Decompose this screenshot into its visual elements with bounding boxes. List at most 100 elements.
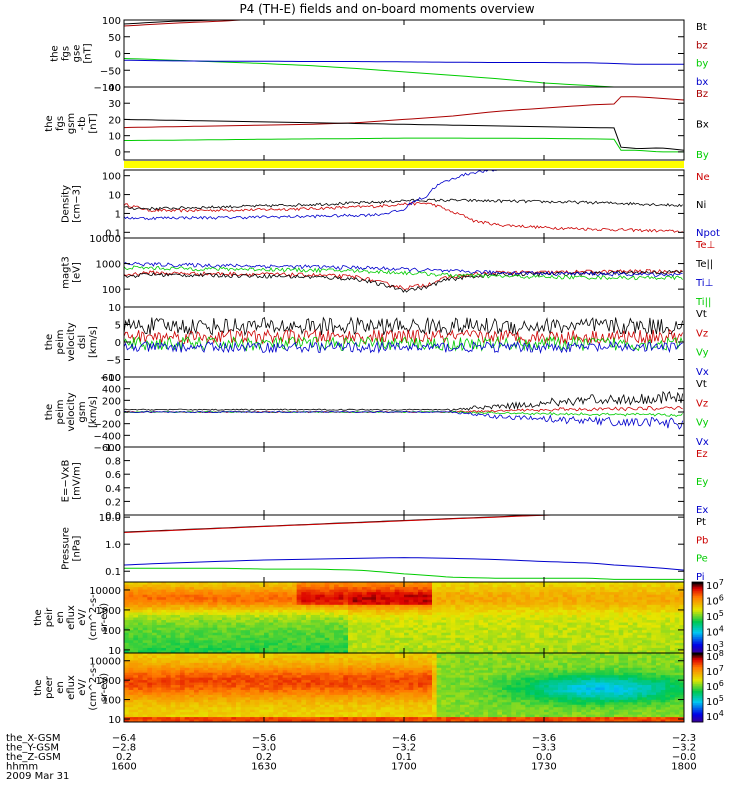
spectrogram-cell <box>488 604 494 608</box>
spectrogram-cell <box>217 635 223 639</box>
spectrogram-cell <box>124 597 130 601</box>
spectrogram-cell <box>175 609 181 613</box>
spectrogram-cell <box>600 635 606 639</box>
spectrogram-cell <box>497 640 503 644</box>
spectrogram-cell <box>282 632 288 636</box>
spectrogram-cell <box>133 680 139 683</box>
spectrogram-cell <box>390 597 396 601</box>
spectrogram-cell <box>418 622 424 626</box>
spectrogram-cell <box>483 604 489 608</box>
spectrogram-cell <box>516 584 522 588</box>
spectrogram-cell <box>320 602 326 606</box>
spectrogram-cell <box>394 632 400 636</box>
spectrogram-cell <box>292 627 298 631</box>
spectrogram-cell <box>268 609 274 613</box>
spectrogram-cell <box>161 614 167 618</box>
spectrogram-cell <box>506 592 512 596</box>
spectrogram-cell <box>166 680 172 683</box>
spectrogram-cell <box>469 620 475 623</box>
spectrogram-cell <box>483 589 489 593</box>
spectrogram-cell <box>366 599 372 603</box>
spectrogram-cell <box>240 712 246 715</box>
spectrogram-cell <box>572 650 578 654</box>
spectrogram-cell <box>632 594 638 598</box>
spectrogram-cell <box>623 584 629 588</box>
spectrogram-cell <box>296 689 302 693</box>
spectrogram-cell <box>142 692 148 696</box>
spectrogram-cell <box>478 587 484 591</box>
spectrogram-cell <box>399 587 405 591</box>
spectrogram-cell <box>138 682 144 686</box>
spectrogram-cell <box>184 650 190 654</box>
spectrogram-cell <box>623 599 629 603</box>
spectrogram-cell <box>394 642 400 646</box>
spectrogram-cell <box>152 584 158 588</box>
spectrogram-cell <box>133 625 139 629</box>
spectrogram-cell <box>497 642 503 646</box>
spectrogram-cell <box>413 640 419 644</box>
spectrogram-cell <box>576 650 582 654</box>
spectrogram-cell <box>399 640 405 644</box>
spectrogram-cell <box>264 594 270 598</box>
spectrogram-cell <box>534 620 540 623</box>
spectrogram-cell <box>124 687 130 691</box>
spectrogram-cell <box>446 602 452 606</box>
spectrogram-cell <box>184 692 190 696</box>
spectrogram-cell <box>156 627 162 631</box>
spectrogram-cell <box>203 702 209 706</box>
spectrogram-cell <box>413 582 419 585</box>
spectrogram-cell <box>198 692 204 696</box>
spectrogram-cell <box>623 645 629 649</box>
colorbar-swatch <box>692 605 703 608</box>
spectrogram-cell <box>184 704 190 708</box>
spectrogram-cell <box>180 645 186 649</box>
spectrogram-cell <box>422 642 428 646</box>
spectrogram-cell <box>296 594 302 598</box>
spectrogram-cell <box>278 697 284 701</box>
spectrogram-cell <box>586 604 592 608</box>
spectrogram-cell <box>581 647 587 651</box>
spectrogram-cell <box>142 660 148 664</box>
series-line-Npot <box>124 170 497 221</box>
spectrogram-cell <box>306 665 312 669</box>
spectrogram-cell <box>530 607 536 611</box>
spectrogram-cell <box>189 594 195 598</box>
spectrogram-cell <box>142 594 148 598</box>
spectrogram-cell <box>245 635 251 639</box>
spectrogram-cell <box>156 657 162 661</box>
spectrogram-cell <box>492 630 498 634</box>
spectrogram-cell <box>530 597 536 601</box>
spectrogram-cell <box>147 635 153 639</box>
spectrogram-cell <box>152 704 158 708</box>
spectrogram-cell <box>310 630 316 634</box>
spectrogram-cell <box>609 637 615 641</box>
spectrogram-cell <box>590 647 596 651</box>
spectrogram-cell <box>254 692 260 696</box>
spectrogram-cell <box>194 704 200 708</box>
spectrogram-cell <box>259 719 265 723</box>
spectrogram-cell <box>156 614 162 618</box>
spectrogram-cell <box>660 630 666 634</box>
spectrogram-cell <box>609 602 615 606</box>
spectrogram-cell <box>124 625 130 629</box>
spectrogram-cell <box>595 612 601 616</box>
spectrogram-cell <box>203 640 209 644</box>
spectrogram-cell <box>315 614 321 618</box>
spectrogram-cell <box>180 682 186 686</box>
spectrogram-cell <box>534 622 540 626</box>
spectrogram-cell <box>175 680 181 683</box>
spectrogram-cell <box>175 622 181 626</box>
spectrogram-cell <box>264 707 270 711</box>
spectrogram-cell <box>539 604 545 608</box>
spectrogram-cell <box>310 653 316 656</box>
spectrogram-cell <box>287 719 293 723</box>
spectrogram-cell <box>217 627 223 631</box>
spectrogram-cell <box>343 630 349 634</box>
spectrogram-cell <box>581 614 587 618</box>
spectrogram-cell <box>399 620 405 623</box>
spectrogram-cell <box>282 660 288 664</box>
spectrogram-cell <box>623 612 629 616</box>
spectrogram-cell <box>464 599 470 603</box>
spectrogram-cell <box>217 665 223 669</box>
spectrogram-cell <box>301 602 307 606</box>
